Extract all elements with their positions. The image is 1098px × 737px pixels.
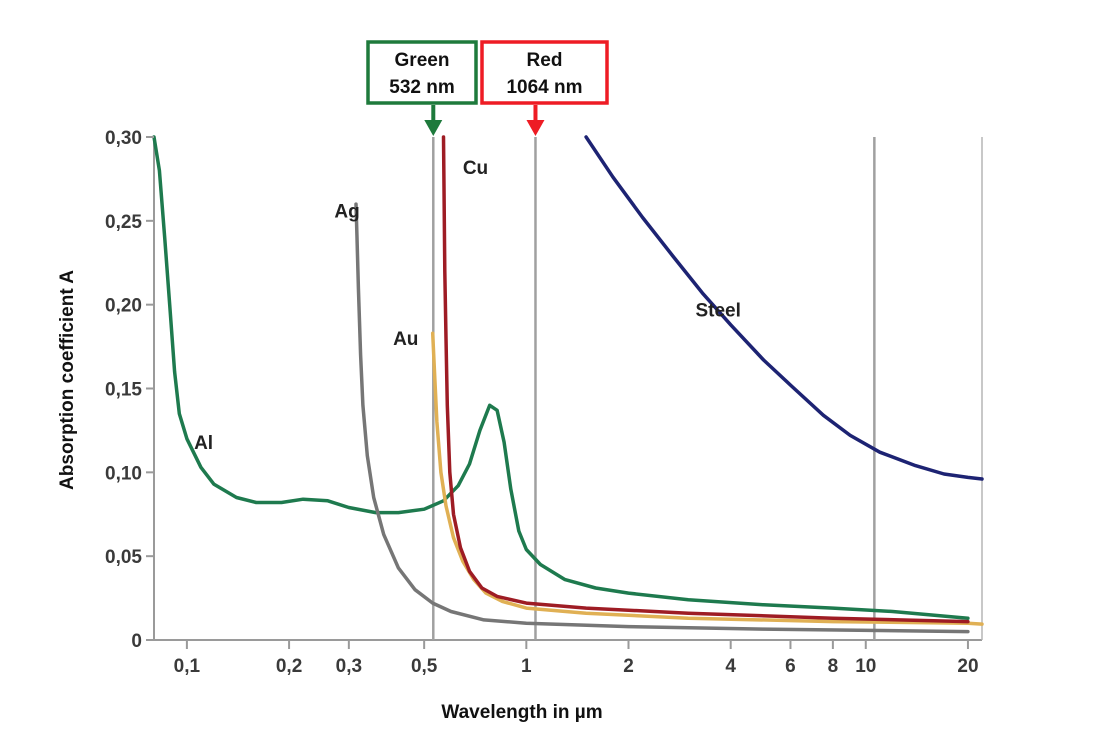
series-label-steel: Steel [695, 300, 740, 321]
y-tick-label: 0,05 [105, 547, 142, 568]
series-label-ag: Ag [334, 201, 359, 222]
series-label-al: Al [194, 433, 213, 454]
series-line-cu [441, 135, 970, 624]
series-line-al [152, 135, 970, 620]
marker-green: Green 532 nm [366, 40, 478, 136]
reference-lines [432, 137, 876, 640]
x-tick-label: 4 [725, 656, 736, 677]
series-label-cu: Cu [463, 158, 488, 179]
y-tick-label: 0 [131, 631, 142, 652]
marker-box [480, 40, 609, 105]
x-tick-label: 0,1 [174, 656, 201, 677]
y-tick-label: 0,20 [105, 296, 142, 317]
x-tick-label: 20 [957, 656, 978, 677]
marker-box [366, 40, 478, 105]
wavelength-markers: Green 532 nm Red 1064 nm [366, 40, 609, 136]
plot-frame [153, 137, 983, 641]
marker-arrow-head [424, 120, 443, 136]
x-tick-label: 1 [521, 656, 532, 677]
y-tick-label: 0,10 [105, 463, 142, 484]
x-tick-label: 0,5 [411, 656, 438, 677]
x-tick-label: 2 [623, 656, 634, 677]
marker-label-line1: Green [395, 50, 450, 71]
marker-label-line2: 532 nm [389, 77, 454, 98]
marker-arrow-head [526, 120, 545, 136]
marker-label-line1: Red [527, 50, 563, 71]
series-labels: Al Ag Au Cu Steel [194, 158, 741, 454]
x-tick-label: 0,2 [276, 656, 302, 677]
series-line-ag [354, 202, 970, 634]
series-line-au [430, 331, 984, 626]
marker-label-line2: 1064 nm [506, 77, 582, 98]
y-tick-label: 0,25 [105, 212, 142, 233]
series-line-steel [584, 135, 984, 481]
x-axis-ticks: 0,1 0,2 0,3 0,5 1 2 4 6 8 10 20 [174, 640, 979, 677]
x-axis-title: Wavelength in µm [441, 702, 602, 723]
y-axis-ticks: 0 0,05 0,10 0,15 0,20 0,25 0,30 [105, 128, 154, 652]
series-label-au: Au [393, 329, 418, 350]
x-tick-label: 0,3 [336, 656, 362, 677]
x-tick-label: 6 [785, 656, 796, 677]
marker-red: Red 1064 nm [480, 40, 609, 136]
series-lines [152, 135, 984, 634]
x-tick-label: 10 [855, 656, 876, 677]
y-tick-label: 0,30 [105, 128, 142, 149]
x-tick-label: 8 [828, 656, 839, 677]
y-tick-label: 0,15 [105, 380, 142, 401]
y-axis-title: Absorption coefficient A [57, 270, 78, 490]
